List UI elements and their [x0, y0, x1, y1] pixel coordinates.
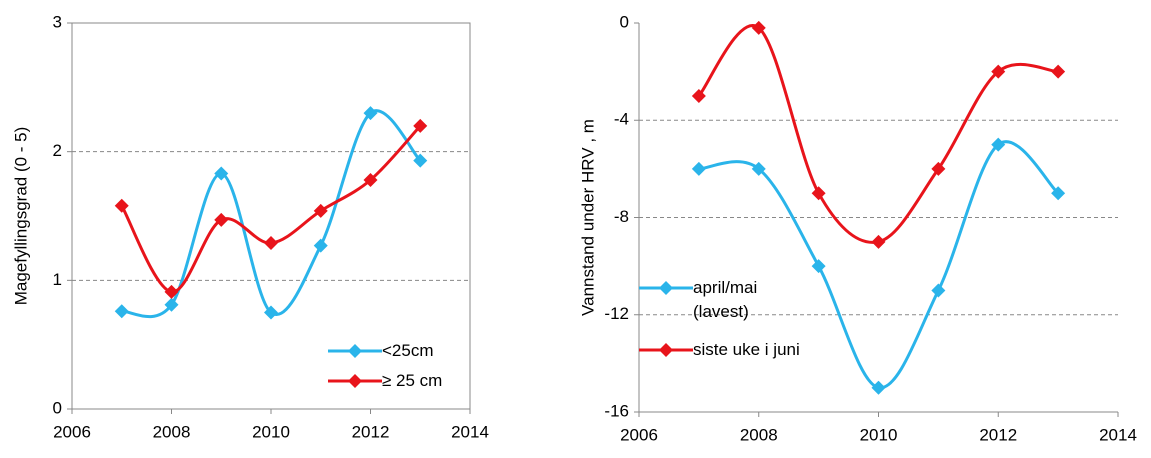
y-tick-label: -12 [604, 304, 629, 323]
legend-entry: <25cm [328, 339, 434, 363]
marker [751, 161, 766, 176]
y-tick-label: 0 [53, 398, 62, 417]
marker [164, 284, 179, 299]
marker [114, 304, 129, 319]
y-tick-label: -16 [604, 401, 629, 420]
x-tick-label: 2006 [53, 422, 91, 441]
marker [871, 234, 886, 249]
marker [264, 305, 278, 320]
x-tick-label: 2006 [620, 425, 658, 444]
marker [363, 106, 378, 121]
marker [1051, 64, 1066, 79]
legend-entry: siste uke i juni [639, 338, 800, 362]
series-line [121, 109, 422, 319]
x-tick-label: 2010 [252, 422, 290, 441]
marker [871, 380, 886, 395]
x-tick-label: 2010 [860, 425, 898, 444]
legend-label: ≥ 25 cm [382, 371, 443, 390]
y-axis-label: Vannstand under HRV , m [578, 119, 597, 316]
marker [811, 259, 826, 274]
marker [214, 212, 229, 227]
x-tick-label: 2008 [153, 422, 191, 441]
marker [214, 166, 229, 181]
marker [751, 20, 766, 35]
series-line [697, 24, 1059, 244]
legend-entry: april/mai (lavest) [639, 276, 768, 324]
x-tick-label: 2012 [979, 425, 1017, 444]
x-tick-label: 2014 [1099, 425, 1137, 444]
marker [413, 118, 428, 133]
x-tick-label: 2012 [352, 422, 390, 441]
marker [164, 297, 179, 312]
legend-swatch [328, 374, 382, 388]
plot-frame [71, 22, 471, 410]
y-tick-label: 3 [53, 12, 62, 31]
y-tick-label: 1 [53, 270, 62, 289]
y-tick-label: 0 [620, 12, 629, 31]
marker [991, 137, 1006, 152]
x-tick-label: 2014 [451, 422, 489, 441]
x-tick-label: 2008 [740, 425, 778, 444]
marker [991, 64, 1006, 79]
marker [811, 186, 826, 201]
marker [931, 161, 946, 176]
legend-swatch [328, 344, 382, 358]
marker [931, 283, 946, 298]
y-axis-label: Magefyllingsgrad (0 - 5) [11, 127, 30, 306]
marker [1051, 186, 1066, 201]
y-tick-label: -4 [614, 110, 629, 129]
y-tick-label: -8 [614, 207, 629, 226]
legend-swatch [639, 281, 693, 295]
marker [264, 236, 278, 251]
legend-swatch [639, 343, 693, 357]
marker [363, 172, 378, 187]
y-tick-label: 2 [53, 141, 62, 160]
legend-entry: ≥ 25 cm [328, 369, 442, 393]
marker [313, 238, 328, 253]
marker [413, 153, 428, 168]
marker [691, 88, 706, 103]
marker [114, 198, 129, 213]
legend-label: <25cm [382, 341, 434, 360]
legend-label: siste uke i juni [693, 340, 800, 359]
series-line [120, 124, 422, 294]
legend-label: april/mai (lavest) [693, 278, 758, 321]
marker [691, 161, 706, 176]
marker [313, 203, 328, 218]
